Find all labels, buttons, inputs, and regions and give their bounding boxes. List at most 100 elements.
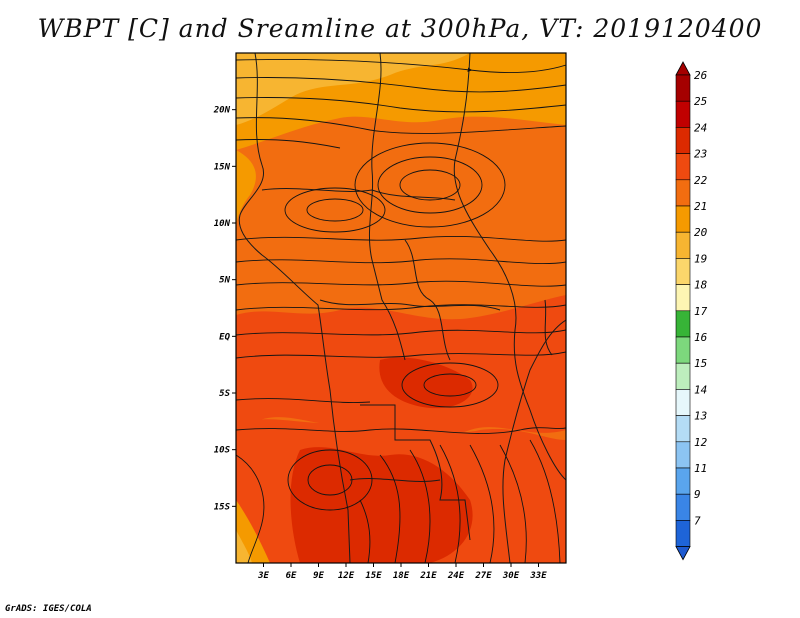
streamline-vortex: [354, 142, 506, 228]
colorbar-label: 16: [694, 331, 708, 344]
streamline-vortex: [423, 373, 477, 397]
colorbar-label: 14: [694, 383, 707, 396]
wbpt-field-20-southwest: [236, 530, 252, 563]
y-tick-label: 5S: [219, 389, 230, 399]
y-axis: 20N 15N 10N 5N EQ 5S 10S 15S: [213, 106, 236, 512]
colorbar-label: 22: [694, 174, 708, 187]
colorbar-label: 17: [694, 305, 708, 318]
colorbar-swatch: [675, 415, 691, 443]
border-line-8: [544, 299, 553, 356]
colorbar-label: 12: [694, 436, 708, 449]
colorbar: 26 25 24 23 22 21 20 19 18 17 16 15 14 13 12 11 9 7: [675, 61, 708, 561]
colorbar-label: 26: [694, 69, 708, 82]
streamline: [236, 329, 566, 336]
x-axis: 3E 6E 9E 12E 15E 18E 21E 24E 27E 30E 33E: [257, 563, 547, 581]
colorbar-swatch: [675, 493, 691, 521]
chart-title: WBPT [C] and Sreamline at 300hPa, VT: 20…: [37, 14, 763, 43]
colorbar-label: 15: [694, 357, 707, 370]
x-tick-label: 30E: [502, 571, 520, 581]
wbpt-field-24-central: [379, 357, 473, 409]
streamline-vortex: [284, 187, 386, 233]
colorbar-label: 25: [694, 95, 707, 108]
streamline: [236, 139, 341, 149]
colorbar-label: 9: [694, 488, 701, 501]
colorbar-swatch: [675, 74, 691, 102]
colorbar-swatch: [675, 127, 691, 154]
colorbar-swatch: [675, 467, 691, 495]
colorbar-label: 11: [694, 462, 707, 475]
y-tick-label: 15S: [214, 502, 231, 512]
colorbar-swatch: [675, 520, 691, 547]
colorbar-swatch: [675, 231, 691, 259]
colorbar-label: 7: [694, 514, 701, 527]
colorbar-swatch: [675, 179, 691, 207]
border-line-2: [453, 53, 566, 481]
streamline: [236, 454, 265, 563]
x-tick-label: 3E: [257, 571, 269, 581]
colorbar-swatch: [675, 258, 691, 285]
streamline: [236, 235, 566, 242]
y-tick-label: EQ: [219, 332, 230, 342]
streamline: [236, 117, 566, 134]
streamlines: [236, 59, 566, 563]
x-tick-label: 18E: [393, 571, 410, 581]
streamline: [499, 444, 527, 563]
grads-credit: GrADS: IGES/COLA: [5, 604, 92, 614]
streamline: [236, 351, 566, 359]
streamline: [236, 398, 371, 403]
colorbar-label: 20: [694, 226, 708, 239]
colorbar-label: 24: [694, 121, 707, 134]
x-tick-label: 21E: [419, 571, 437, 581]
border-line-3: [261, 188, 456, 201]
colorbar-swatch: [675, 284, 691, 312]
streamline: [439, 444, 461, 563]
y-tick-label: 10N: [214, 219, 231, 229]
border-line-4: [319, 299, 501, 311]
streamline: [469, 444, 495, 563]
colorbar-label: 19: [694, 252, 707, 265]
x-tick-label: 6E: [286, 571, 297, 581]
colorbar-swatch: [675, 389, 691, 416]
y-tick-label: 20N: [213, 106, 231, 116]
streamline-vortex: [287, 449, 373, 511]
streamline-vortex: [401, 362, 499, 408]
streamline: [379, 454, 401, 563]
colorbar-under-triangle: [675, 546, 691, 561]
map-panel: [236, 53, 566, 563]
streamline: [409, 449, 431, 563]
colorbar-swatch: [675, 336, 691, 364]
y-tick-label: 10S: [214, 446, 231, 456]
x-tick-label: 12E: [338, 571, 355, 581]
colorbar-label: 21: [694, 200, 707, 213]
colorbar-swatch: [675, 362, 691, 390]
streamline-vortex: [306, 198, 364, 222]
colorbar-swatch: [675, 153, 691, 181]
streamline: [359, 499, 371, 563]
streamline: [236, 258, 566, 265]
streamline-vortex: [377, 156, 483, 214]
colorbar-swatch: [675, 205, 691, 233]
streamline: [236, 59, 566, 73]
border-line-7: [404, 239, 451, 361]
border-line-5: [360, 404, 471, 541]
colorbar-label: 13: [694, 410, 707, 423]
east-coastline: [502, 319, 566, 563]
streamline-vortex: [307, 464, 353, 496]
wbpt-field-24-south: [290, 447, 473, 563]
x-tick-label: 9E: [313, 571, 324, 581]
border-line-6: [349, 478, 441, 482]
streamline: [236, 280, 566, 287]
colorbar-label: 23: [694, 148, 707, 161]
streamline: [529, 439, 561, 563]
y-tick-label: 15N: [214, 162, 231, 172]
colorbar-label: 18: [694, 279, 708, 292]
colorbar-over-triangle: [675, 61, 691, 76]
streamline: [236, 77, 566, 93]
streamline: [236, 427, 566, 434]
colorbar-swatch: [675, 100, 691, 128]
streamline-vortex: [399, 169, 461, 201]
x-tick-label: 33E: [529, 571, 547, 581]
streamline: [236, 304, 566, 311]
wbpt-field-20-north: [236, 53, 470, 125]
